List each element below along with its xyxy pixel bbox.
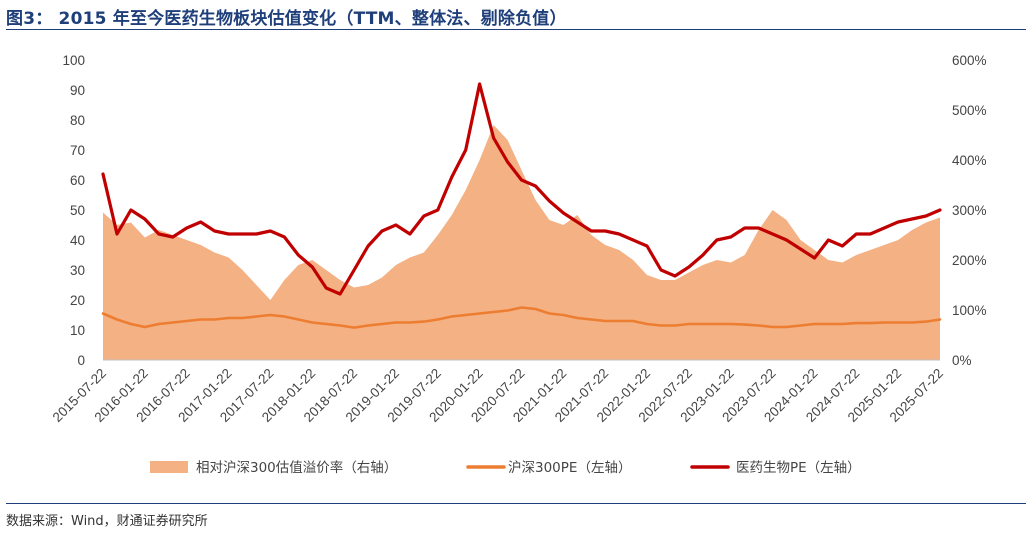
left-tick-label: 50 <box>70 203 85 218</box>
left-tick-label: 10 <box>70 323 85 338</box>
left-axis: 0 10 20 30 40 50 60 70 80 90 100 <box>62 53 85 368</box>
title-divider <box>6 29 1026 30</box>
right-tick-label: 0% <box>952 353 972 368</box>
x-axis: 2015-07-222016-01-222016-07-222017-01-22… <box>50 366 946 425</box>
left-tick-label: 40 <box>70 233 85 248</box>
left-tick-label: 100 <box>62 53 85 68</box>
legend-label: 医药生物PE（左轴） <box>736 460 861 476</box>
footer-divider <box>6 503 1026 504</box>
legend-label: 相对沪深300估值溢价率（右轴） <box>196 459 397 476</box>
left-tick-label: 20 <box>70 293 85 308</box>
hs300-pe-line <box>101 306 942 329</box>
legend-label: 沪深300PE（左轴） <box>508 460 631 476</box>
source-note: 数据来源：Wind，财通证券研究所 <box>6 514 208 529</box>
right-tick-label: 200% <box>952 253 987 268</box>
left-tick-label: 90 <box>70 83 85 98</box>
right-tick-label: 500% <box>952 103 987 118</box>
right-tick-label: 600% <box>952 53 987 68</box>
right-axis: 0% 100% 200% 300% 400% 500% 600% <box>952 53 987 368</box>
chart-area: 0 10 20 30 40 50 60 70 80 90 100 0% 100% 200% 300% 400… <box>50 53 987 476</box>
legend: 相对沪深300估值溢价率（右轴） 沪深300PE（左轴） 医药生物PE（左轴） <box>150 459 861 476</box>
pe-lines-layer <box>101 82 942 329</box>
legend-swatch-area <box>150 461 188 473</box>
pharma-pe-line <box>101 82 942 296</box>
premium-area-layer <box>103 125 940 360</box>
premium-area-series <box>103 125 940 360</box>
left-tick-label: 0 <box>77 353 85 368</box>
left-tick-label: 70 <box>70 143 85 158</box>
left-tick-label: 30 <box>70 263 85 278</box>
right-tick-label: 300% <box>952 203 987 218</box>
left-tick-label: 60 <box>70 173 85 188</box>
left-tick-label: 80 <box>70 113 85 128</box>
right-tick-label: 100% <box>952 303 987 318</box>
chart-title: 图3： 2015 年至今医药生物板块估值变化（TTM、整体法、剔除负值） <box>6 9 567 29</box>
right-tick-label: 400% <box>952 153 987 168</box>
